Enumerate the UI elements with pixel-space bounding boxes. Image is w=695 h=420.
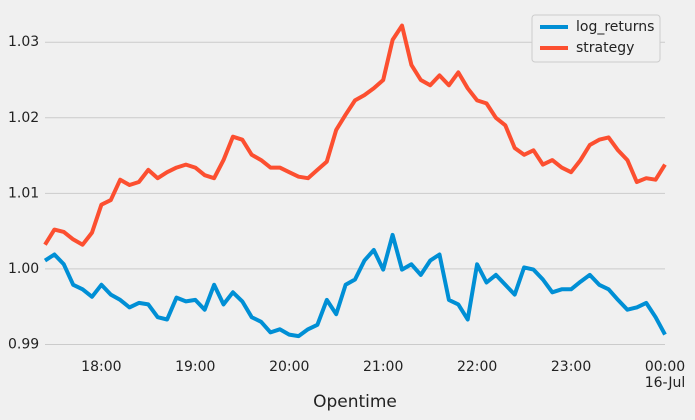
series-line <box>43 232 667 339</box>
legend-label: strategy <box>576 40 634 56</box>
x-tick-label: 23:00 <box>551 359 591 375</box>
x-tick-label: 00:00 <box>645 359 685 375</box>
legend-label: log_returns <box>576 19 654 35</box>
x-tick-label: 21:00 <box>363 359 403 375</box>
y-tick-label: 1.01 <box>8 185 39 201</box>
series-line <box>43 23 667 247</box>
x-tick-label: 22:00 <box>457 359 497 375</box>
x-tick-label: 18:00 <box>81 359 121 375</box>
y-tick-label: 1.03 <box>8 34 39 50</box>
y-tick-label: 1.02 <box>8 110 39 126</box>
x-tick-label: 20:00 <box>269 359 309 375</box>
x-axis-label: Opentime <box>313 392 397 412</box>
y-tick-label: 1.00 <box>8 261 39 277</box>
x-tick-date: 16-Jul <box>645 375 686 391</box>
y-tick-label: 0.99 <box>8 336 39 352</box>
x-tick-label: 19:00 <box>175 359 215 375</box>
